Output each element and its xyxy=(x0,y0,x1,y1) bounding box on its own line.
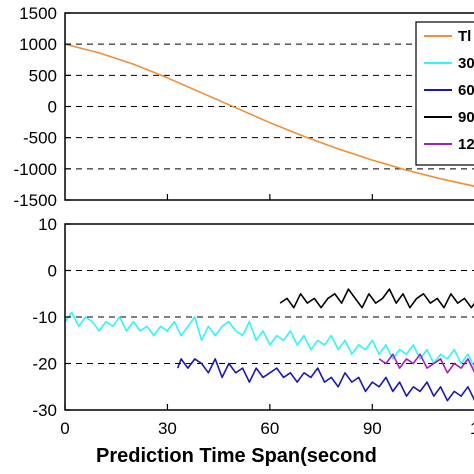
top-y-tick-label: 1000 xyxy=(19,35,57,54)
legend-box xyxy=(415,21,474,166)
legend-label: 30 xyxy=(458,55,474,72)
series-line xyxy=(378,353,474,374)
top-y-tick-labels: 1500 1000 500 0 -500 -1000 -1500 xyxy=(14,4,71,210)
series-line xyxy=(65,311,474,369)
top-y-tick-label: -500 xyxy=(23,129,57,148)
bottom-y-tick-label: -30 xyxy=(32,401,57,420)
top-y-tick-label: 0 xyxy=(48,98,57,117)
x-tick-label: 1 xyxy=(470,419,474,438)
bottom-y-tick-label: 0 xyxy=(48,262,57,281)
top-gridlines xyxy=(65,43,474,200)
bottom-series-lines xyxy=(65,288,474,402)
bottom-y-tick-label: -20 xyxy=(32,355,57,374)
bottom-chart-panel: 10 0 -10 -20 -30 0 30 60 90 1 Prediction Time Sp… xyxy=(32,215,474,467)
series-line xyxy=(65,43,474,187)
x-tick-labels: 0 30 60 90 1 xyxy=(60,404,474,438)
legend: Tl 30 60 90 12 xyxy=(415,21,474,166)
bottom-y-tick-labels: 10 0 -10 -20 -30 xyxy=(32,215,71,420)
series-line xyxy=(176,358,474,402)
x-axis-label: Prediction Time Span(second xyxy=(96,445,377,467)
top-series-lines xyxy=(65,43,474,187)
top-y-tick-label: 1500 xyxy=(19,4,57,23)
legend-label: 90 xyxy=(458,109,474,126)
legend-label: Tl xyxy=(458,28,471,45)
top-plot-frame xyxy=(64,12,474,201)
x-tick-label: 30 xyxy=(158,419,177,438)
bottom-y-tick-label: 10 xyxy=(38,215,57,234)
top-y-tick-label: 500 xyxy=(29,66,57,85)
x-tick-label: 60 xyxy=(260,419,279,438)
legend-label: 60 xyxy=(458,82,474,99)
bottom-plot-frame xyxy=(64,223,474,411)
top-chart-panel: 1500 1000 500 0 -500 -1000 -1500 Tl 30 60 90 12 xyxy=(14,4,474,210)
x-tick-label: 90 xyxy=(363,419,382,438)
bottom-gridlines xyxy=(65,270,474,364)
top-y-tick-label: -1500 xyxy=(14,191,57,210)
top-y-tick-label: -1000 xyxy=(14,160,57,179)
series-line xyxy=(279,288,474,309)
legend-label: 12 xyxy=(458,136,474,153)
x-tick-label: 0 xyxy=(60,419,69,438)
bottom-y-tick-label: -10 xyxy=(32,308,57,327)
